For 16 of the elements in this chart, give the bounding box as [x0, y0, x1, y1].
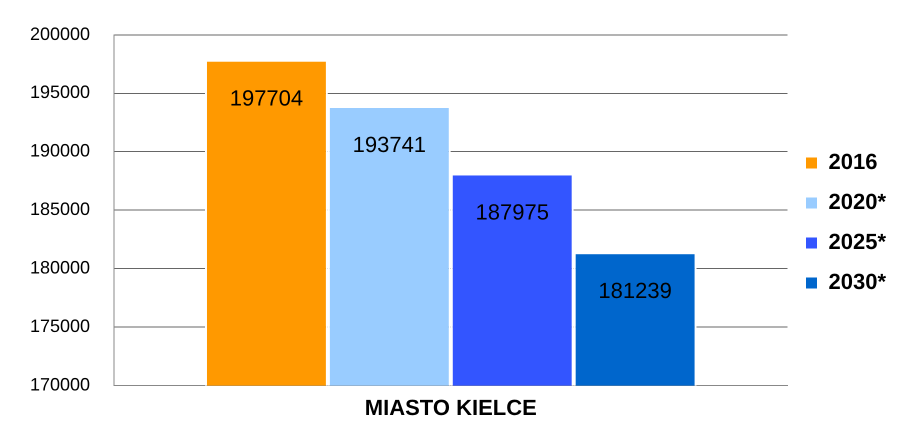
y-tick-label: 180000	[30, 258, 90, 278]
y-tick-label: 170000	[30, 374, 90, 395]
y-tick-label: 200000	[30, 24, 90, 44]
y-tick-label: 190000	[30, 140, 90, 161]
legend-label: 2020*	[828, 189, 886, 214]
data-label: 193741	[352, 132, 426, 158]
data-label: 181239	[598, 278, 672, 304]
legend-label: 2025*	[828, 229, 886, 254]
y-tick-label: 185000	[30, 199, 90, 220]
x-tick-label: MIASTO KIELCE	[364, 394, 537, 420]
y-tick-label: 175000	[30, 316, 90, 336]
data-label: 197704	[230, 86, 304, 111]
data-label: 187975	[476, 199, 549, 224]
legend-label: 2030*	[828, 269, 886, 294]
legend-label: 2016	[828, 149, 878, 174]
y-tick-label: 195000	[30, 82, 90, 102]
